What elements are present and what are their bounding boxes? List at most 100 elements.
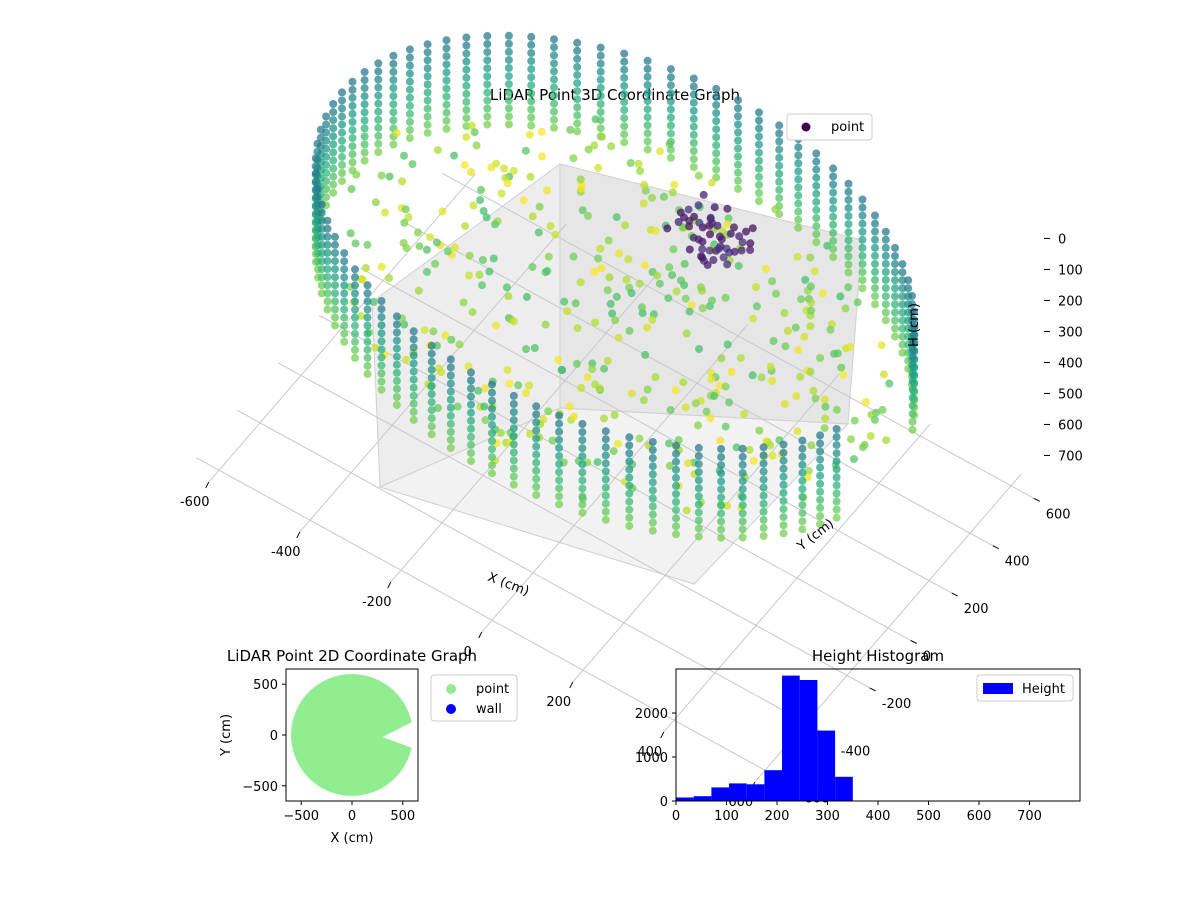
scatter-point	[681, 403, 690, 412]
scatter-point	[467, 168, 475, 177]
scatter-point	[694, 171, 703, 180]
scatter-point	[317, 216, 326, 225]
scatter-point	[797, 295, 806, 304]
scatter-point	[679, 378, 688, 387]
scatter-point	[478, 256, 487, 264]
scatter-point	[467, 121, 476, 130]
scatter-point	[694, 468, 703, 477]
scatter-point	[816, 455, 825, 464]
scatter-point	[655, 279, 664, 288]
histogram-bar	[764, 770, 783, 801]
scatter-point	[578, 476, 587, 485]
scatter-point	[377, 262, 386, 271]
scatter-point	[483, 80, 492, 89]
scatter-point	[717, 493, 726, 502]
scatter-point	[377, 171, 386, 180]
scatter-point	[331, 257, 339, 266]
scatter-point	[625, 457, 634, 466]
scatter-point	[816, 512, 825, 520]
scatter-point	[738, 509, 747, 518]
scatter-point	[566, 125, 575, 134]
scatter-point	[881, 284, 890, 293]
scatter-point	[706, 230, 714, 239]
scatter-point	[608, 309, 617, 318]
scatter-point	[694, 532, 703, 541]
axes-2d: −500 0 500 −500 0 500	[242, 678, 415, 824]
scatter-point	[423, 112, 432, 121]
scatter-point	[392, 320, 401, 329]
scatter-point	[433, 146, 442, 155]
scatter-point	[710, 203, 719, 212]
scatter-point	[363, 240, 372, 249]
scatter-point	[374, 75, 383, 84]
scatter-point	[672, 530, 680, 539]
scatter-point	[611, 316, 620, 325]
scatter-point	[487, 163, 496, 172]
scatter-point	[385, 274, 394, 283]
scatter-point	[798, 444, 807, 453]
scatter-point	[643, 64, 652, 73]
scatter-point	[591, 380, 599, 389]
scatter-point	[698, 304, 707, 313]
scatter-point	[622, 275, 631, 284]
scatter-point	[738, 477, 747, 486]
scatter-point	[504, 39, 513, 48]
scatter-point	[451, 243, 459, 252]
scatter-point	[691, 399, 700, 408]
scatter-point	[614, 333, 623, 342]
scatter-point	[488, 420, 496, 429]
histogram-axes: 0 100 200 300 400 500 600 700 0 1000 2000	[635, 707, 1042, 824]
scatter-point	[469, 201, 478, 210]
scatter-point	[450, 151, 459, 160]
scatter-point	[340, 329, 349, 338]
scatter-point	[596, 92, 605, 100]
scatter-point	[420, 326, 429, 335]
scatter-point	[389, 67, 398, 76]
scatter-point	[672, 465, 680, 474]
scatter-point	[446, 363, 455, 372]
scatter-point	[550, 75, 558, 84]
scatter-point	[462, 97, 471, 106]
scatter-point	[908, 401, 917, 410]
scatter-point	[467, 408, 475, 417]
scatter-point	[400, 320, 409, 329]
scatter-point	[881, 276, 890, 284]
scatter-point	[351, 337, 359, 346]
scatter-point	[578, 468, 587, 477]
scatter-point	[596, 100, 605, 108]
scatter-point	[314, 184, 322, 193]
scatter-point	[543, 186, 551, 195]
scatter-point	[627, 289, 636, 298]
scatter-point	[527, 65, 536, 74]
scatter-point	[468, 308, 477, 317]
scatter-point	[573, 95, 582, 104]
scatter-point	[710, 392, 719, 400]
scatter-point	[392, 384, 401, 393]
scatter-point	[392, 344, 401, 353]
scatter-point	[816, 487, 825, 496]
scatter-point	[871, 300, 879, 309]
scatter-point	[338, 152, 346, 161]
scatter-point	[830, 349, 839, 358]
scatter-point	[415, 242, 424, 251]
scatter-point	[858, 227, 867, 236]
scatter-point	[442, 60, 451, 69]
scatter-point	[360, 132, 369, 141]
scatter-point	[794, 183, 803, 192]
scatter-point	[723, 260, 732, 269]
scatter-point	[405, 45, 414, 54]
scatter-point	[527, 97, 536, 106]
scatter-point	[759, 475, 768, 484]
scatter-point	[794, 215, 803, 224]
scatter-point	[317, 200, 326, 209]
scatter-point	[504, 96, 513, 105]
scatter-point	[360, 76, 369, 85]
scatter-point	[694, 443, 703, 452]
scatter-point	[620, 106, 629, 114]
scatter-point	[434, 364, 443, 373]
scatter-point	[504, 292, 513, 301]
scatter-point	[775, 121, 784, 130]
scatter-point	[798, 509, 807, 518]
scatter-point	[504, 72, 513, 81]
scatter-point	[620, 57, 629, 66]
